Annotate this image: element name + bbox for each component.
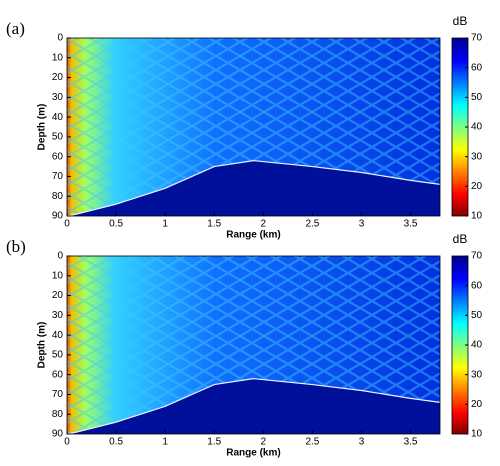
x-tick-label: 2 [261, 437, 267, 448]
plot-frame [66, 37, 441, 217]
x-axis-label: Range (km) [226, 448, 280, 459]
x-axis-label: Range (km) [226, 230, 280, 241]
y-tick-label: 80 [52, 191, 64, 202]
colorbar-tick-label: 40 [471, 122, 483, 133]
colorbar-tick-label: 70 [471, 251, 483, 262]
panel-label: (a) [6, 19, 25, 38]
x-tick-label: 3.5 [404, 219, 418, 230]
x-tick-label: 3 [359, 437, 365, 448]
seabed-line [66, 160, 441, 217]
y-tick-label: 20 [52, 72, 64, 83]
y-tick-label: 60 [52, 369, 64, 380]
x-tick-label: 2.5 [305, 437, 319, 448]
x-tick-label: 2.5 [305, 219, 319, 230]
colorbar-tick-label: 30 [471, 151, 483, 162]
colorbar-tick-label: 50 [471, 310, 483, 321]
x-tick-label: 1 [162, 437, 168, 448]
y-tick-label: 90 [52, 211, 64, 222]
colorbar-tick-label: 60 [471, 62, 483, 73]
plot-frame [66, 255, 441, 435]
colorbar-label: dB [453, 232, 468, 246]
y-tick-label: 50 [52, 350, 64, 361]
seabed [67, 378, 440, 434]
x-tick-label: 0.5 [109, 437, 123, 448]
colorbar-tick-label: 20 [471, 181, 483, 192]
colorbar-tick-label: 10 [471, 429, 483, 440]
colorbar-label: dB [453, 14, 468, 28]
x-tick-label: 3 [359, 219, 365, 230]
panel-label: (b) [6, 237, 26, 256]
y-tick-label: 90 [52, 429, 64, 440]
x-tick-label: 2 [261, 219, 267, 230]
colorbar-tick-label: 30 [471, 369, 483, 380]
y-tick-label: 30 [52, 310, 64, 321]
y-axis-label: Depth (m) [37, 104, 48, 151]
y-tick-label: 80 [52, 409, 64, 420]
y-tick-label: 10 [52, 270, 64, 281]
y-tick-label: 60 [52, 151, 64, 162]
y-tick-label: 70 [52, 171, 64, 182]
x-tick-label: 3.5 [404, 437, 418, 448]
colorbar-tick-label: 70 [471, 33, 483, 44]
y-tick-label: 40 [52, 112, 64, 123]
colorbar-tick-label: 20 [471, 399, 483, 410]
y-tick-label: 0 [57, 251, 63, 262]
y-tick-label: 50 [52, 132, 64, 143]
seabed [67, 160, 440, 216]
colorbar-tick-label: 10 [471, 211, 483, 222]
y-tick-label: 10 [52, 52, 64, 63]
x-tick-label: 1.5 [207, 437, 221, 448]
x-tick-label: 1.5 [207, 219, 221, 230]
y-axis-label: Depth (m) [37, 322, 48, 369]
colorbar-tick-label: 50 [471, 92, 483, 103]
y-tick-label: 70 [52, 389, 64, 400]
y-tick-label: 30 [52, 92, 64, 103]
colorbar-tick-label: 60 [471, 280, 483, 291]
x-tick-label: 1 [162, 219, 168, 230]
y-tick-label: 0 [57, 33, 63, 44]
seabed-line [66, 378, 441, 435]
y-tick-label: 20 [52, 290, 64, 301]
colorbar-tick-label: 40 [471, 340, 483, 351]
x-tick-label: 0 [64, 219, 70, 230]
x-tick-label: 0.5 [109, 219, 123, 230]
x-tick-label: 0 [64, 437, 70, 448]
y-tick-label: 40 [52, 330, 64, 341]
